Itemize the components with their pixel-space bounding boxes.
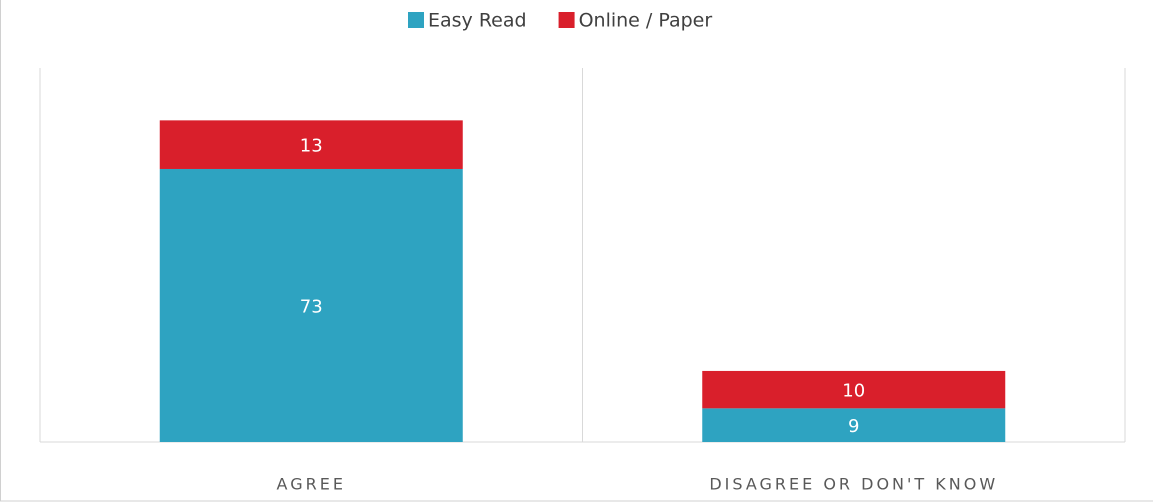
x-tick-label: DISAGREE OR DON'T KNOW	[709, 475, 998, 494]
legend-label: Online / Paper	[579, 10, 713, 32]
data-label: 73	[300, 296, 323, 317]
bar-segment	[702, 370, 1006, 409]
legend-swatch	[558, 12, 575, 28]
bar-segment	[159, 168, 463, 443]
legend-label: Easy Read	[428, 10, 527, 32]
legend-swatch	[408, 12, 424, 28]
data-label: 9	[848, 416, 859, 437]
data-label: 10	[842, 381, 865, 402]
bar-segment	[159, 120, 463, 169]
bar-segment	[702, 408, 1006, 442]
x-tick-label: AGREE	[277, 475, 346, 494]
data-label: 13	[300, 136, 323, 157]
